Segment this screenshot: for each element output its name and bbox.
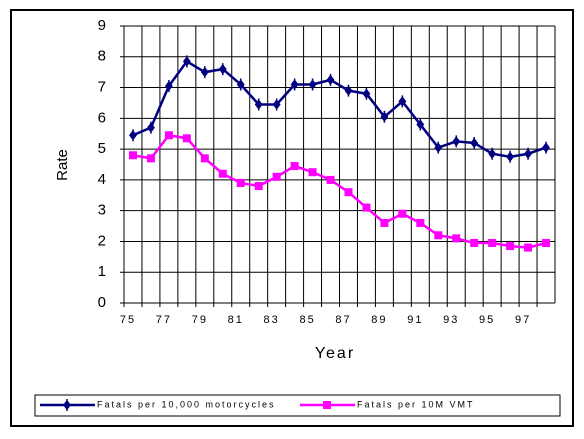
y-tick-label: 9 <box>98 17 106 34</box>
y-tick-label: 2 <box>98 232 106 249</box>
y-axis-label: Rate <box>54 149 71 181</box>
legend-label: Fatals per 10M VMT <box>357 399 475 409</box>
chart-border <box>10 9 574 427</box>
x-tick-label: 95 <box>479 314 495 326</box>
point <box>290 78 299 91</box>
point <box>470 238 479 247</box>
point <box>398 95 407 108</box>
point <box>434 141 443 154</box>
point <box>524 243 533 252</box>
y-tick-label: 0 <box>98 294 106 311</box>
point <box>470 136 479 149</box>
point <box>524 147 533 160</box>
x-tick-label: 83 <box>264 314 280 326</box>
x-tick-label: 93 <box>443 314 459 326</box>
point <box>380 218 389 227</box>
point <box>398 209 407 218</box>
point <box>164 80 173 93</box>
y-tick-label: 8 <box>98 48 106 65</box>
point <box>416 218 425 227</box>
point <box>362 203 371 212</box>
point <box>182 55 191 68</box>
point <box>452 234 461 243</box>
x-tick-label: 81 <box>228 314 244 326</box>
point <box>128 151 137 160</box>
point <box>488 238 497 247</box>
x-tick-label: 77 <box>156 314 172 326</box>
point <box>129 129 137 142</box>
point <box>344 84 353 97</box>
point <box>147 121 155 134</box>
point <box>308 78 317 91</box>
point <box>326 73 335 86</box>
point <box>326 175 335 184</box>
y-tick-label: 5 <box>98 140 106 157</box>
point <box>542 141 550 154</box>
x-axis-label: Year <box>315 345 355 362</box>
x-tick-label: 91 <box>407 314 423 326</box>
point <box>506 150 515 163</box>
point <box>164 131 173 140</box>
x-tick-label: 89 <box>371 314 387 326</box>
legend-label: Fatals per 10,000 motorcycles <box>97 399 276 409</box>
x-tick-label: 97 <box>515 314 531 326</box>
point <box>254 98 263 111</box>
x-tick-label: 75 <box>120 314 136 326</box>
point <box>380 110 389 123</box>
point <box>542 238 551 247</box>
point <box>272 172 281 181</box>
x-tick-label: 85 <box>299 314 315 326</box>
legend-marker <box>63 399 71 411</box>
point <box>200 66 209 79</box>
y-tick-label: 4 <box>98 171 106 188</box>
point <box>272 98 281 111</box>
point <box>236 178 245 187</box>
point <box>488 147 497 160</box>
point <box>290 162 299 171</box>
point <box>200 154 209 163</box>
point <box>416 118 425 131</box>
point <box>362 87 371 100</box>
x-tick-label: 87 <box>335 314 351 326</box>
series-line <box>132 59 547 159</box>
y-tick-label: 6 <box>98 109 106 126</box>
point <box>218 63 227 76</box>
point <box>308 168 317 177</box>
point <box>254 182 263 191</box>
y-tick-label: 1 <box>98 263 106 280</box>
point <box>506 242 515 251</box>
y-tick-label: 7 <box>98 79 106 96</box>
legend-box <box>34 394 561 417</box>
y-tick-label: 3 <box>98 202 106 219</box>
point <box>218 169 227 178</box>
legend-marker <box>323 401 331 409</box>
point <box>452 135 461 148</box>
point <box>182 134 191 143</box>
x-tick-label: 79 <box>192 314 208 326</box>
point <box>344 188 353 197</box>
point <box>146 154 155 163</box>
point <box>236 78 245 91</box>
point <box>434 231 443 240</box>
